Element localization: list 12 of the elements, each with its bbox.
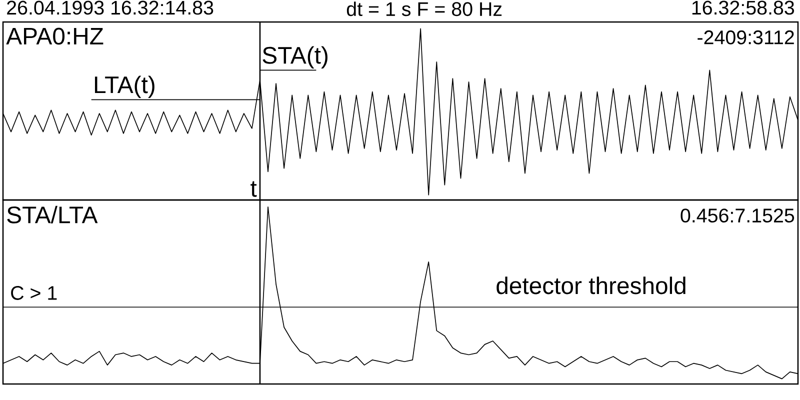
annotation: -2409:3112: [698, 30, 794, 44]
ref-line-label: detector threshold: [496, 276, 686, 294]
series-label: LTA(t): [94, 76, 154, 98]
chart-subtitle: dt = 1 s F = 80 Hz: [346, 2, 502, 16]
text: 16.32:58.83: [692, 0, 794, 15]
series-label: STA(t): [262, 46, 328, 69]
chart-title: STA/LTA: [7, 206, 98, 224]
annotation: 0.456:7.1525: [680, 208, 794, 223]
chart-title: APA0:HZ: [6, 28, 104, 45]
annotation: C > 1: [11, 286, 57, 300]
text: 26.04.1993 16.32:14.83: [7, 0, 214, 15]
annotation: t: [250, 181, 257, 197]
